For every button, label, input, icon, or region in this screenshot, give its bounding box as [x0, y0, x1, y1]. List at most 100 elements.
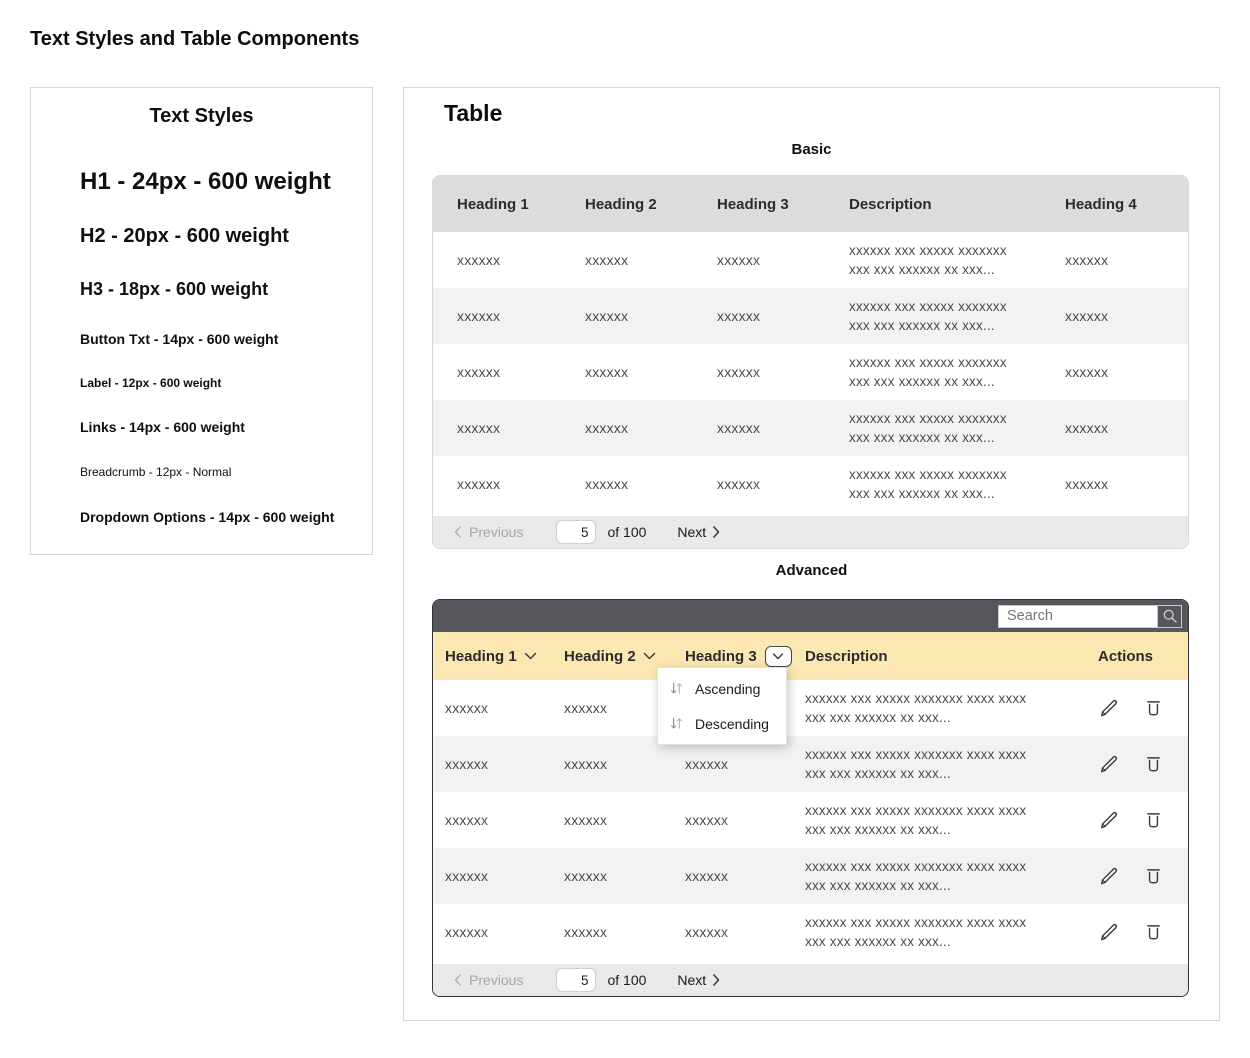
- cell: xxxxxx: [564, 756, 608, 772]
- advanced-table: Heading 1 Heading 2 Heading 3 Descriptio…: [432, 599, 1189, 997]
- cell: xxxxxx: [564, 868, 608, 884]
- cell-description: xxxxxx xxx xxxxx xxxxxxx xxx xxx xxxxxx …: [849, 242, 1007, 277]
- text-style-button-txt: Button Txt - 14px - 600 weight: [80, 331, 279, 347]
- previous-button[interactable]: Previous: [453, 972, 523, 988]
- page-number-input[interactable]: [556, 968, 597, 992]
- actions-cell: [1098, 921, 1188, 943]
- col-label: Heading 2: [564, 647, 636, 665]
- cell-description: xxxxxx xxx xxxxx xxxxxxx xxx xxx xxxxxx …: [849, 298, 1007, 333]
- cell-description: xxxxxx xxx xxxxx xxxxxxx xxxx xxxx xxx x…: [805, 690, 1027, 725]
- sortable-col-heading-2[interactable]: Heading 2: [564, 648, 685, 665]
- basic-col-heading-4: Heading 4: [1065, 195, 1137, 213]
- edit-button[interactable]: [1098, 809, 1120, 831]
- search-bar: [998, 604, 1182, 628]
- basic-col-heading-2: Heading 2: [585, 195, 657, 213]
- advanced-pagination: Previous of 100 Next: [433, 964, 1188, 996]
- cell: xxxxxx: [457, 476, 501, 492]
- basic-table: Heading 1 Heading 2 Heading 3 Descriptio…: [432, 175, 1189, 549]
- advanced-table-label: Advanced: [775, 562, 848, 579]
- basic-table-body: xxxxxx xxxxxx xxxxxx xxxxxx xxx xxxxx xx…: [433, 232, 1188, 512]
- delete-button[interactable]: [1143, 865, 1164, 887]
- chevron-left-icon: [453, 525, 462, 539]
- trash-icon: [1143, 809, 1164, 831]
- sort-descending-item[interactable]: Descending: [658, 706, 786, 741]
- table-row: xxxxxx xxxxxx xxxxxx xxxxxx xxx xxxxx xx…: [433, 848, 1188, 904]
- col-actions: Actions: [1098, 647, 1154, 665]
- table-section-title: Table: [444, 100, 503, 126]
- cell-description: xxxxxx xxx xxxxx xxxxxxx xxxx xxxx xxx x…: [805, 802, 1027, 837]
- text-styles-panel: Text Styles H1 - 24px - 600 weight H2 - …: [30, 87, 373, 555]
- sort-dropdown-button[interactable]: [764, 645, 792, 667]
- previous-button[interactable]: Previous: [453, 524, 523, 540]
- delete-button[interactable]: [1143, 697, 1164, 719]
- delete-button[interactable]: [1143, 809, 1164, 831]
- cell: xxxxxx: [685, 812, 729, 828]
- next-label: Next: [677, 972, 707, 988]
- trash-icon: [1143, 753, 1164, 775]
- cell: xxxxxx: [717, 252, 761, 268]
- text-style-dropdown-options: Dropdown Options - 14px - 600 weight: [80, 509, 335, 525]
- table-panel: Table Basic Heading 1 Heading 2 Heading …: [403, 87, 1220, 1021]
- menu-item-label: Ascending: [695, 680, 761, 697]
- cell: xxxxxx: [445, 924, 489, 940]
- cell-description: xxxxxx xxx xxxxx xxxxxxx xxx xxx xxxxxx …: [849, 354, 1007, 389]
- page-count-label: of 100: [607, 972, 647, 988]
- pencil-icon: [1098, 809, 1120, 831]
- actions-cell: [1098, 697, 1188, 719]
- delete-button[interactable]: [1143, 753, 1164, 775]
- search-button[interactable]: [1157, 605, 1181, 627]
- table-row: xxxxxx xxxxxx xxxxxx xxxxxx xxx xxxxx xx…: [433, 288, 1188, 344]
- cell: xxxxxx: [564, 700, 608, 716]
- basic-col-heading-1: Heading 1: [457, 195, 529, 213]
- pencil-icon: [1098, 753, 1120, 775]
- cell: xxxxxx: [1065, 364, 1109, 380]
- table-row: xxxxxx xxxxxx xxxxxx xxxxxx xxx xxxxx xx…: [433, 232, 1188, 288]
- menu-item-label: Descending: [695, 715, 769, 732]
- edit-button[interactable]: [1098, 921, 1120, 943]
- page-title: Text Styles and Table Components: [30, 28, 360, 50]
- basic-col-description: Description: [849, 195, 932, 213]
- table-row: xxxxxx xxxxxx xxxxxx xxxxxx xxx xxxxx xx…: [433, 792, 1188, 848]
- next-label: Next: [677, 524, 707, 540]
- next-button[interactable]: Next: [677, 524, 721, 540]
- trash-icon: [1143, 865, 1164, 887]
- basic-table-label: Basic: [791, 141, 832, 158]
- edit-button[interactable]: [1098, 697, 1120, 719]
- cell: xxxxxx: [1065, 252, 1109, 268]
- sort-ascending-item[interactable]: Ascending: [658, 671, 786, 706]
- basic-pagination: Previous of 100 Next: [433, 516, 1188, 548]
- search-input[interactable]: [999, 605, 1157, 627]
- trash-icon: [1143, 921, 1164, 943]
- text-style-h2: H2 - 20px - 600 weight: [80, 225, 289, 247]
- sortable-col-heading-1[interactable]: Heading 1: [445, 648, 564, 665]
- cell: xxxxxx: [585, 420, 629, 436]
- cell: xxxxxx: [585, 476, 629, 492]
- table-row: xxxxxx xxxxxx xxxxxx xxxxxx xxx xxxxx xx…: [433, 344, 1188, 400]
- delete-button[interactable]: [1143, 921, 1164, 943]
- text-style-h1: H1 - 24px - 600 weight: [80, 168, 331, 195]
- advanced-table-header-row: Heading 1 Heading 2 Heading 3 Descriptio…: [433, 632, 1188, 680]
- cell: xxxxxx: [457, 252, 501, 268]
- text-styles-title: Text Styles: [149, 105, 254, 127]
- actions-cell: [1098, 809, 1188, 831]
- pencil-icon: [1098, 865, 1120, 887]
- cell: xxxxxx: [445, 756, 489, 772]
- next-button[interactable]: Next: [677, 972, 721, 988]
- cell: xxxxxx: [457, 308, 501, 324]
- text-style-links: Links - 14px - 600 weight: [80, 419, 245, 435]
- page-count-label: of 100: [607, 524, 647, 540]
- text-style-label: Label - 12px - 600 weight: [80, 376, 222, 390]
- basic-col-heading-3: Heading 3: [717, 195, 789, 213]
- edit-button[interactable]: [1098, 753, 1120, 775]
- chevron-left-icon: [453, 973, 462, 987]
- sort-menu: Ascending Descending: [657, 667, 787, 745]
- pencil-icon: [1098, 921, 1120, 943]
- page-number-input[interactable]: [556, 520, 597, 544]
- cell: xxxxxx: [717, 364, 761, 380]
- sortable-col-heading-3[interactable]: Heading 3: [685, 645, 805, 667]
- edit-button[interactable]: [1098, 865, 1120, 887]
- cell: xxxxxx: [585, 364, 629, 380]
- cell: xxxxxx: [457, 420, 501, 436]
- cell: xxxxxx: [685, 868, 729, 884]
